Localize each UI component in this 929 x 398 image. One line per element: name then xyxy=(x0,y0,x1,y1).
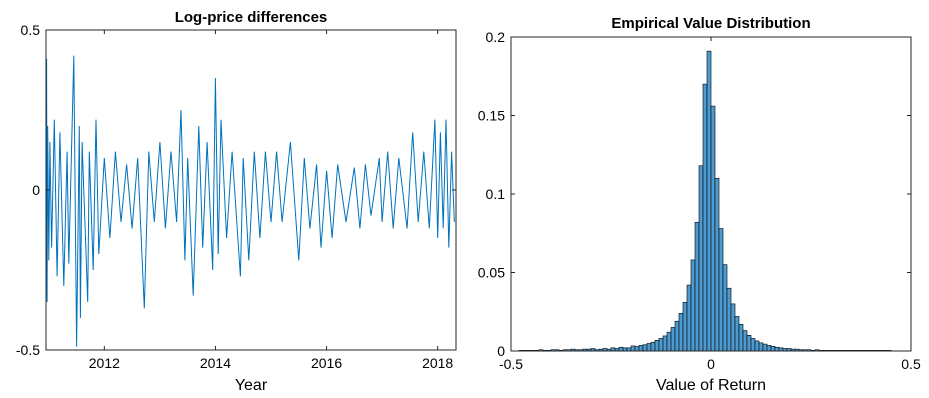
histogram-bar xyxy=(678,313,684,352)
histogram-bar xyxy=(730,303,736,352)
histogram-bar xyxy=(666,331,672,352)
x-tick-label: 2018 xyxy=(422,355,453,371)
histogram-bar xyxy=(706,50,712,352)
histogram-panel: -0.5 0 0.5 00.050.10.150.2 Empirical Value… xyxy=(478,15,921,394)
histogram-bar xyxy=(654,340,660,352)
histogram-bar xyxy=(698,165,704,352)
y-tick-label: 0 xyxy=(497,343,505,359)
histogram-bar xyxy=(662,335,668,352)
histogram-bar xyxy=(734,316,740,352)
histogram-bar xyxy=(726,287,732,352)
left-x-axis-label: Year xyxy=(235,377,268,394)
x-tick-label: 0.5 xyxy=(901,356,921,372)
histogram-bar xyxy=(738,324,744,352)
histogram-bar xyxy=(650,341,656,352)
histogram-bar xyxy=(774,346,780,352)
x-tick-label: 2012 xyxy=(89,355,120,371)
log-price-series xyxy=(46,55,455,347)
histogram-bar xyxy=(746,334,752,352)
histogram-bar xyxy=(674,320,680,352)
left-plot-area xyxy=(46,30,456,350)
x-tick-label: 0 xyxy=(707,356,715,372)
x-tick-label: 2014 xyxy=(200,355,231,371)
x-tick-label: -0.5 xyxy=(499,356,523,372)
right-x-axis-label: Value of Return xyxy=(656,377,766,394)
y-tick-label: 0.5 xyxy=(21,22,41,38)
left-x-ticks: 2012 2014 2016 2018 xyxy=(89,30,453,371)
histogram-bar xyxy=(694,221,700,352)
histogram-bar xyxy=(714,178,720,352)
histogram-bar xyxy=(702,83,708,352)
histogram-bar xyxy=(770,345,776,352)
y-tick-label: -0.5 xyxy=(16,342,40,358)
histogram-bar xyxy=(710,105,716,352)
series-line xyxy=(46,55,455,347)
x-tick-label: 2016 xyxy=(311,355,342,371)
histogram-bar xyxy=(634,346,640,352)
histogram-bar xyxy=(630,345,636,352)
right-chart-title: Empirical Value Distribution xyxy=(611,15,810,32)
right-y-ticks: 0 0.05 0.1 0.15 0.2 xyxy=(478,29,911,359)
histogram-bar xyxy=(682,302,688,352)
histogram-bar xyxy=(670,327,676,352)
histogram-bar xyxy=(750,338,756,352)
y-tick-label: 0.15 xyxy=(478,108,505,124)
histogram-bar xyxy=(690,259,696,352)
y-tick-label: 0.1 xyxy=(486,186,506,202)
left-chart-title: Log-price differences xyxy=(175,9,328,26)
time-series-panel: 2012 2014 2016 2018 -0.5 0 0.5 Log-price diff… xyxy=(16,9,457,394)
y-tick-label: 0.2 xyxy=(486,29,506,45)
histogram-bar xyxy=(722,264,728,352)
left-y-ticks: -0.5 0 0.5 xyxy=(16,22,456,358)
histogram-bar xyxy=(638,345,644,352)
histogram-bar xyxy=(686,284,692,352)
histogram-bar xyxy=(658,338,664,352)
histogram-bar xyxy=(762,343,768,352)
right-x-ticks: -0.5 0 0.5 xyxy=(499,37,921,372)
histogram-bar xyxy=(642,344,648,352)
histogram-bar xyxy=(618,346,624,352)
y-tick-label: 0.05 xyxy=(478,265,505,281)
histogram-bar xyxy=(766,345,772,352)
y-tick-label: 0 xyxy=(32,182,40,198)
histogram-bar xyxy=(758,342,764,352)
histogram-bar xyxy=(718,228,724,352)
histogram-bar xyxy=(754,340,760,352)
histogram-bar xyxy=(742,330,748,352)
histogram-bar xyxy=(646,343,652,352)
